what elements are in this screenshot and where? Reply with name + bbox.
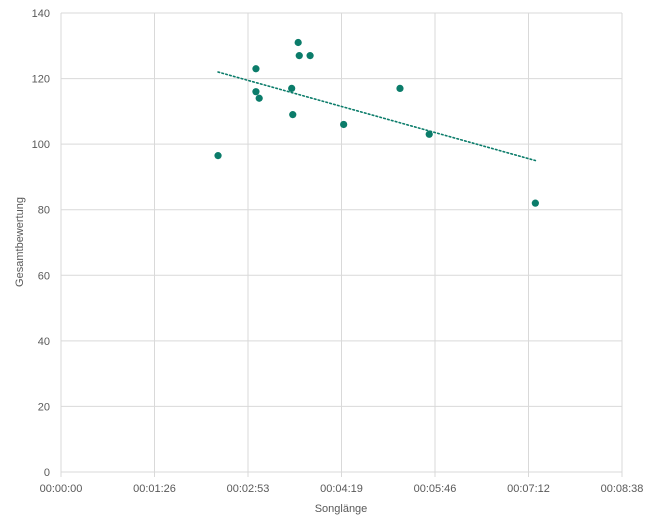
x-tick-label: 00:02:53 [227, 483, 270, 495]
y-tick-label: 100 [32, 139, 50, 151]
axes [60, 471, 623, 477]
y-tick-label: 0 [44, 467, 50, 479]
y-tick-label: 60 [38, 270, 50, 282]
data-point [252, 65, 260, 73]
x-tick-label: 00:01:26 [133, 483, 176, 495]
y-axis-title: Gesamtbewertung [14, 197, 26, 287]
data-point [295, 52, 303, 60]
data-point [396, 84, 404, 93]
tick-labels: 0 20 40 60 80 100 120 140 00:00:00 00:01:26 00:02:… [32, 8, 644, 495]
data-point [306, 52, 314, 60]
data-point [340, 120, 348, 129]
x-tick-label: 00:04:19 [320, 483, 363, 495]
x-tick-label: 00:00:00 [40, 483, 83, 495]
y-tick-label: 140 [32, 8, 50, 20]
y-tick-label: 20 [38, 401, 50, 413]
x-tick-label: 00:07:12 [507, 483, 550, 495]
data-point [214, 152, 222, 160]
data-point [531, 199, 539, 207]
trendline-layer [217, 71, 537, 162]
data-point [289, 111, 297, 119]
data-point [425, 130, 433, 138]
data-point [294, 38, 302, 47]
x-tick-label: 00:05:46 [414, 483, 457, 495]
trendline [217, 71, 537, 162]
y-tick-label: 40 [38, 336, 50, 348]
data-point [288, 84, 296, 93]
x-tick-label: 00:08:38 [601, 483, 644, 495]
data-point [252, 88, 260, 96]
grid-lines [60, 12, 623, 472]
x-axis-title: Songlänge [315, 503, 368, 515]
y-tick-label: 120 [32, 74, 50, 86]
data-point [255, 94, 263, 102]
data-points [214, 38, 539, 207]
y-tick-label: 80 [38, 205, 50, 217]
